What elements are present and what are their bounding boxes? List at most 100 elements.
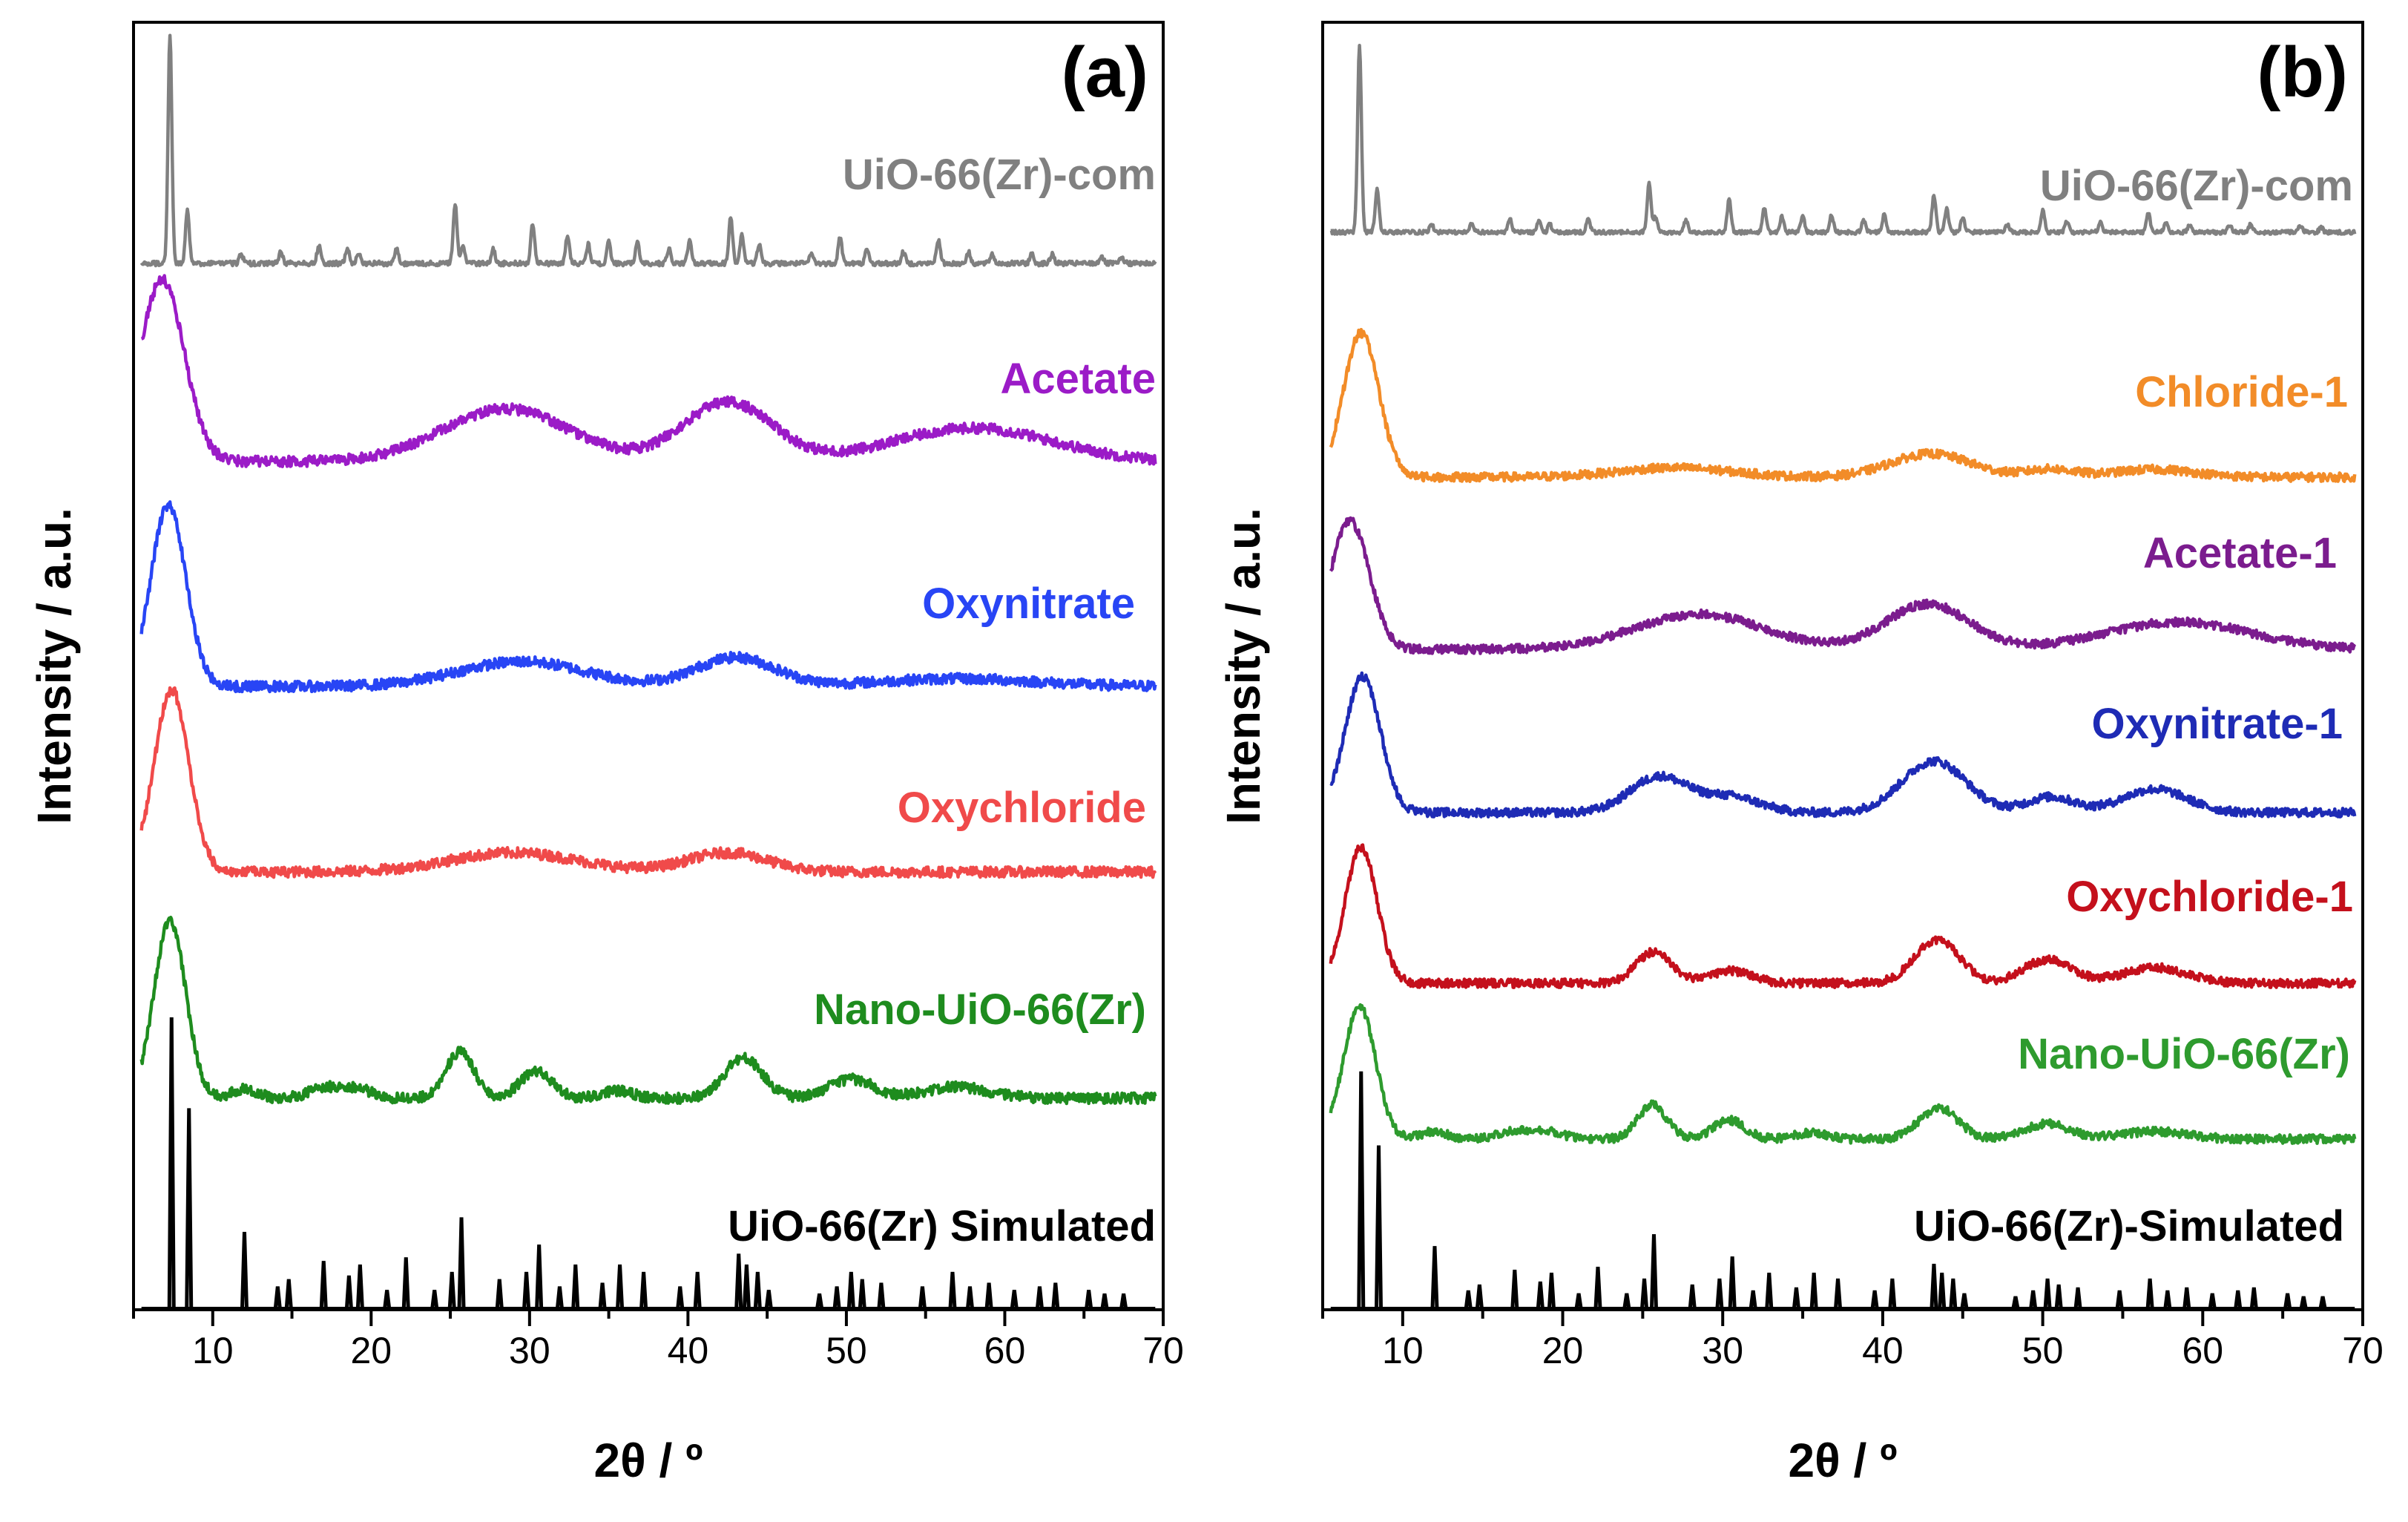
series-label: Chloride-1	[2135, 368, 2348, 416]
peak-stick	[240, 1231, 249, 1309]
series-uio-66-zr-simulated: UiO-66(Zr)-Simulated	[1330, 1071, 2355, 1310]
peak-stick	[430, 1290, 439, 1309]
peak-stick	[1536, 1281, 1545, 1309]
peak-stick	[1510, 1269, 1519, 1309]
plot-frame	[1321, 21, 2364, 1311]
series-line	[1329, 671, 2357, 819]
x-tick-label: 20	[350, 1330, 392, 1371]
peak-stick	[2145, 1278, 2154, 1309]
series-line	[1329, 843, 2357, 989]
x-axis-title: 2θ / º	[594, 1434, 703, 1487]
peak-stick	[753, 1271, 762, 1309]
peak-stick	[877, 1282, 886, 1309]
peak-stick	[2043, 1278, 2052, 1309]
peak-stick	[598, 1282, 607, 1309]
x-axis-title: 2θ / º	[1789, 1434, 1898, 1487]
x-tick-label: 70	[2342, 1330, 2384, 1371]
series-label: Nano-UiO-66(Zr)	[814, 985, 1146, 1034]
peak-stick	[1593, 1267, 1602, 1309]
peak-stick	[319, 1261, 328, 1309]
peak-stick	[1649, 1234, 1658, 1309]
peak-stick	[1357, 1071, 1366, 1309]
series-label: Oxynitrate	[922, 580, 1135, 628]
x-tick-label: 60	[2182, 1330, 2223, 1371]
peak-stick	[639, 1271, 648, 1309]
series-label: Oxychloride-1	[2066, 873, 2353, 921]
series-line	[140, 274, 1157, 468]
peak-stick	[2283, 1293, 2292, 1309]
peak-stick	[858, 1279, 866, 1309]
peak-stick	[284, 1279, 293, 1309]
peak-stick	[457, 1217, 466, 1309]
peak-stick	[832, 1286, 841, 1309]
peak-stick	[1728, 1256, 1737, 1309]
peak-stick	[1100, 1293, 1109, 1309]
peak-stick	[2234, 1290, 2243, 1309]
peak-stick	[2299, 1296, 2308, 1309]
x-tick-label: 40	[1862, 1330, 1904, 1371]
peak-stick	[846, 1271, 855, 1309]
peak-stick	[1119, 1293, 1128, 1309]
peak-stick	[1430, 1246, 1439, 1309]
peak-stick	[1870, 1290, 1879, 1309]
x-tick-label: 50	[2022, 1330, 2064, 1371]
x-tick-label: 30	[1702, 1330, 1743, 1371]
peak-stick	[344, 1275, 353, 1309]
peak-stick	[1930, 1264, 1938, 1309]
peak-stick	[555, 1286, 564, 1309]
x-tick-label: 60	[984, 1330, 1026, 1371]
series-oxychloride-1: Oxychloride-1	[1329, 843, 2357, 989]
series-line	[1329, 516, 2357, 655]
y-axis-title: Intensity / a.u.	[1217, 508, 1270, 824]
peak-stick	[535, 1244, 544, 1309]
series-acetate-1: Acetate-1	[1329, 516, 2357, 655]
panel-label: (b)	[2257, 33, 2348, 112]
plot-frame	[132, 21, 1165, 1311]
peak-stick	[1749, 1290, 1757, 1309]
peak-stick	[1765, 1272, 1774, 1309]
series-label: Oxychloride	[898, 784, 1146, 832]
peak-stick	[1547, 1272, 1556, 1309]
series-label: Oxynitrate-1	[2092, 700, 2343, 748]
series-uio-66-zr-com: UiO-66(Zr)-com	[1329, 43, 2357, 236]
series-label: UiO-66(Zr) Simulated	[728, 1202, 1156, 1250]
peak-stick	[571, 1264, 580, 1309]
series-acetate: Acetate	[140, 274, 1157, 468]
peak-stick	[383, 1290, 392, 1309]
series-label: UiO-66(Zr)-com	[843, 151, 1156, 199]
peak-stick	[965, 1286, 974, 1309]
peak-stick	[1960, 1293, 1969, 1309]
peak-stick	[734, 1253, 743, 1309]
peak-stick	[355, 1264, 364, 1309]
series-line	[139, 33, 1157, 268]
peak-stick	[693, 1271, 702, 1309]
peak-stick	[815, 1293, 824, 1309]
series-label: UiO-66(Zr)-com	[2040, 162, 2353, 210]
peak-stick	[1715, 1278, 1724, 1309]
peak-stick	[2073, 1287, 2082, 1309]
x-tick-label: 10	[1382, 1330, 1424, 1371]
x-tick-label: 70	[1142, 1330, 1184, 1371]
peak-stick	[984, 1282, 993, 1309]
peak-stick	[2318, 1296, 2327, 1309]
peak-stick	[401, 1257, 410, 1309]
peak-stick	[1010, 1290, 1019, 1309]
series-nano-uio-66-zr-: Nano-UiO-66(Zr)	[139, 915, 1157, 1106]
peak-stick	[1085, 1290, 1093, 1309]
peak-stick	[273, 1286, 282, 1309]
series-line	[1329, 327, 2357, 483]
peak-stick	[2054, 1284, 2063, 1309]
peak-stick	[522, 1271, 531, 1309]
x-tick-label: 50	[826, 1330, 867, 1371]
peak-stick	[676, 1286, 685, 1309]
series-oxynitrate-1: Oxynitrate-1	[1329, 671, 2357, 819]
x-tick-label: 30	[509, 1330, 550, 1371]
peak-stick	[1051, 1282, 1060, 1309]
panel-b: 10 20 30 40 50 60 70 2θ / º Intensity / a.u. (b) U…	[1217, 21, 2384, 1487]
peak-stick	[2249, 1287, 2258, 1309]
peak-stick	[1622, 1293, 1631, 1309]
series-line	[139, 500, 1157, 694]
peak-stick	[1464, 1290, 1473, 1309]
series-line	[1329, 43, 2357, 236]
